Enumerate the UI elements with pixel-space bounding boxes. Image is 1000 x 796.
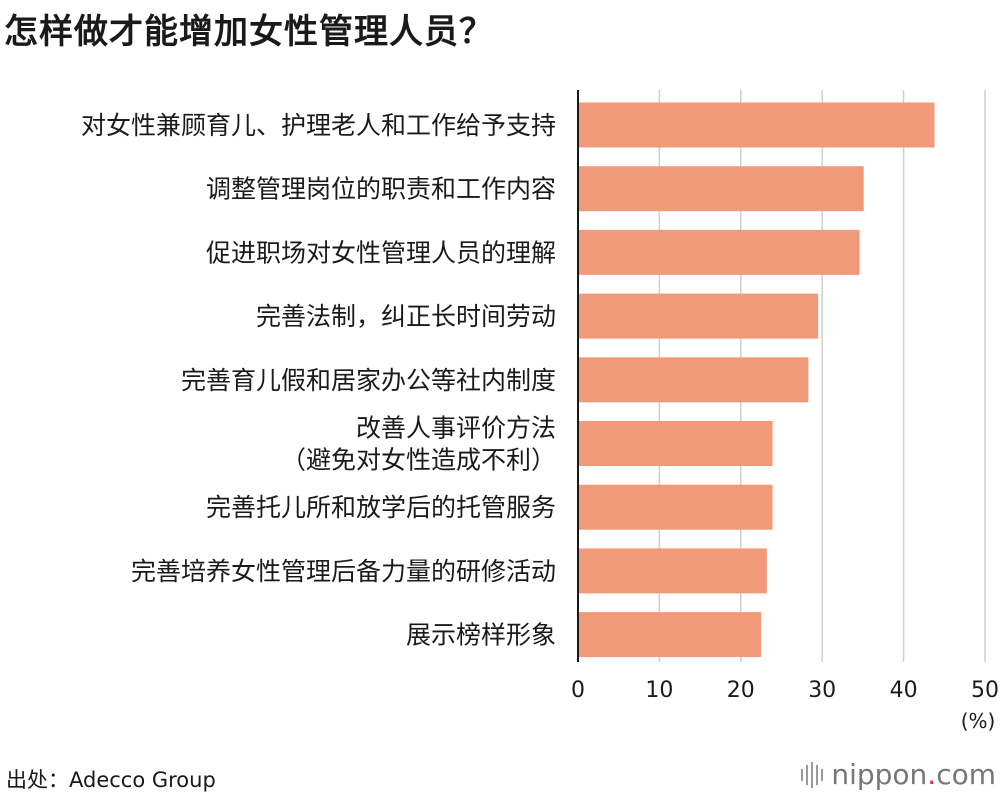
x-unit-label: (%) [961,709,996,733]
x-tick-label: 40 [890,678,918,703]
category-label: 对女性兼顾育儿、护理老人和工作给予支持 [81,111,556,140]
bar [578,166,864,212]
logo-bars-icon [801,761,824,788]
bar-chart: 对女性兼顾育儿、护理老人和工作给予支持调整管理岗位的职责和工作内容促进职场对女性… [81,90,999,733]
bar [578,357,809,403]
category-label: （避免对女性造成不利） [281,446,556,475]
logo-text-suffix: com [936,758,996,791]
x-tick-label: 20 [727,678,755,703]
bar [578,293,819,339]
category-label: 改善人事评价方法 [356,414,556,443]
category-label: 完善托儿所和放学后的托管服务 [206,493,556,522]
category-label: 完善育儿假和居家办公等社内制度 [181,366,556,395]
bar [578,102,935,148]
category-labels: 对女性兼顾育儿、护理老人和工作给予支持调整管理岗位的职责和工作内容促进职场对女性… [81,111,556,650]
category-label: 促进职场对女性管理人员的理解 [206,238,556,267]
x-tick-label: 10 [645,678,673,703]
category-label: 完善培养女性管理后备力量的研修活动 [131,557,556,586]
bar [578,612,762,658]
category-label: 完善法制，纠正长时间劳动 [256,302,556,331]
bar [578,548,767,594]
logo-text-dot: . [927,758,937,791]
x-tick-label: 50 [971,678,999,703]
bars [578,102,935,658]
x-tick-label: 30 [808,678,836,703]
x-tick-label: 0 [571,678,585,703]
category-label: 调整管理岗位的职责和工作内容 [206,175,556,204]
bar [578,229,860,275]
logo-text-prefix: nippon [831,758,928,791]
category-label: 展示榜样形象 [406,621,556,650]
x-tick-labels: 0 10 20 30 40 50 [571,678,999,703]
source-note: 出处：Adecco Group [6,768,216,792]
nippon-logo: nippon. com [801,758,996,791]
bar [578,421,773,466]
bar [578,484,773,530]
chart-title: 怎样做才能增加女性管理人员？ [4,12,494,52]
